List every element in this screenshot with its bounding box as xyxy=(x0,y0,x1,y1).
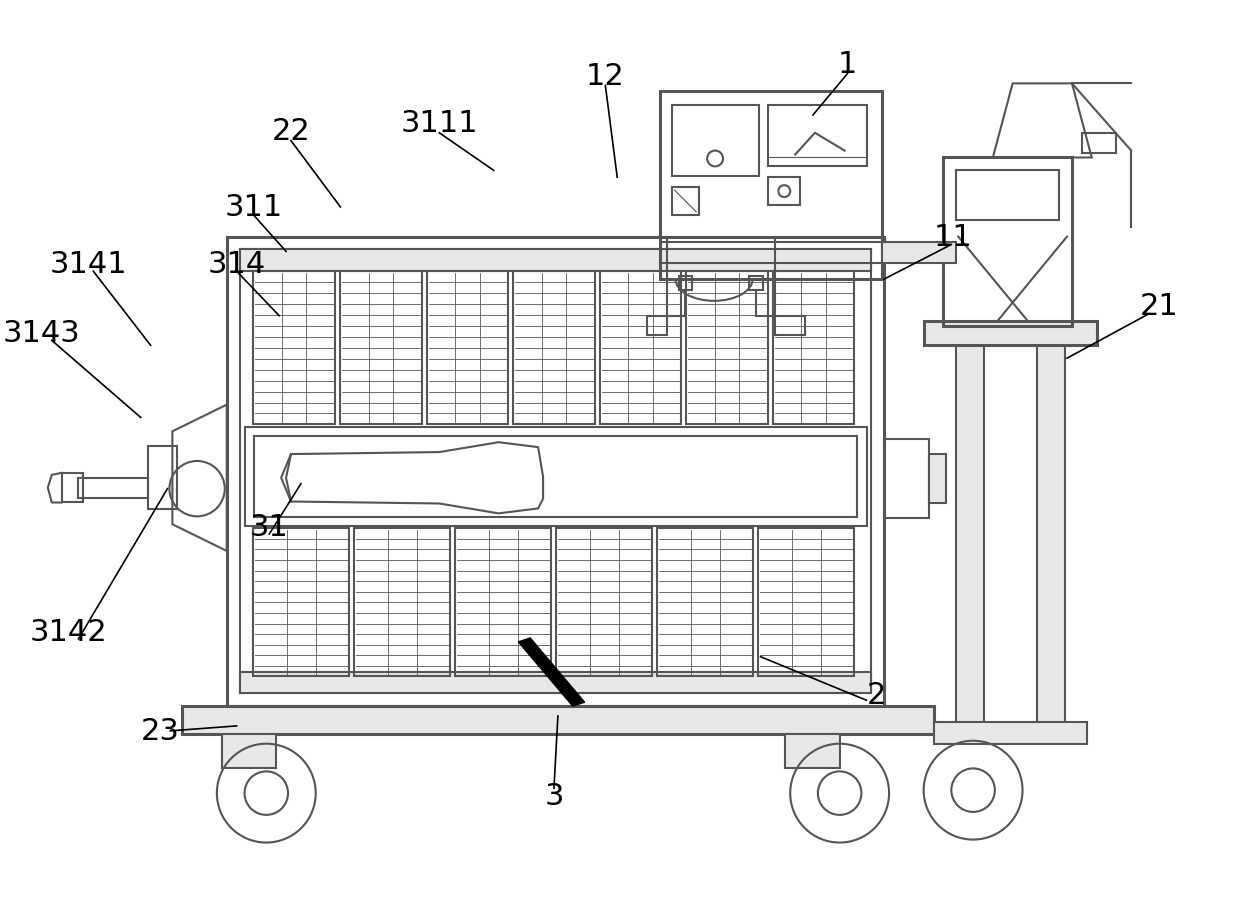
Text: 31: 31 xyxy=(249,512,289,541)
Text: 311: 311 xyxy=(224,193,283,222)
Bar xyxy=(427,272,508,425)
Bar xyxy=(78,478,148,498)
Bar xyxy=(773,272,854,425)
Bar xyxy=(884,440,929,518)
Bar xyxy=(148,447,177,510)
Polygon shape xyxy=(518,638,584,707)
Bar xyxy=(956,171,1059,221)
Bar xyxy=(785,734,839,768)
Bar xyxy=(239,672,872,694)
Bar xyxy=(956,341,985,726)
Bar xyxy=(929,455,946,504)
Bar xyxy=(660,92,882,279)
Text: 21: 21 xyxy=(1140,292,1178,321)
Text: 314: 314 xyxy=(207,249,265,278)
Text: 12: 12 xyxy=(587,62,625,91)
Bar xyxy=(244,428,867,527)
Bar xyxy=(355,528,450,676)
Bar xyxy=(254,437,857,517)
Bar xyxy=(227,237,884,707)
Bar xyxy=(222,734,277,768)
Text: 3143: 3143 xyxy=(2,319,81,347)
Bar xyxy=(934,722,1086,743)
Text: 1: 1 xyxy=(838,50,857,79)
Text: 3: 3 xyxy=(544,781,564,810)
Bar xyxy=(513,272,595,425)
Bar xyxy=(749,277,763,290)
Text: 3142: 3142 xyxy=(30,618,108,647)
Text: 2: 2 xyxy=(867,680,885,709)
Bar xyxy=(944,158,1071,326)
Bar xyxy=(678,277,692,290)
Text: 11: 11 xyxy=(934,222,972,252)
Bar xyxy=(686,272,768,425)
Text: 3141: 3141 xyxy=(50,249,128,278)
Text: 22: 22 xyxy=(272,118,310,146)
Bar xyxy=(340,272,422,425)
Bar xyxy=(62,473,83,503)
Bar xyxy=(657,528,754,676)
Bar xyxy=(769,178,800,206)
Text: 23: 23 xyxy=(141,717,180,745)
Bar xyxy=(239,250,872,694)
Bar xyxy=(455,528,552,676)
Bar xyxy=(557,528,652,676)
Bar xyxy=(759,528,854,676)
Bar xyxy=(1081,133,1116,153)
Bar xyxy=(253,272,335,425)
Bar xyxy=(253,528,350,676)
Bar xyxy=(672,106,759,177)
Bar xyxy=(1038,341,1065,726)
Bar xyxy=(924,322,1096,346)
Bar xyxy=(600,272,681,425)
Text: 3111: 3111 xyxy=(401,109,479,138)
Bar xyxy=(182,707,934,734)
Bar xyxy=(239,250,872,272)
Bar xyxy=(882,243,956,264)
Bar xyxy=(672,188,699,216)
Bar xyxy=(769,106,867,167)
